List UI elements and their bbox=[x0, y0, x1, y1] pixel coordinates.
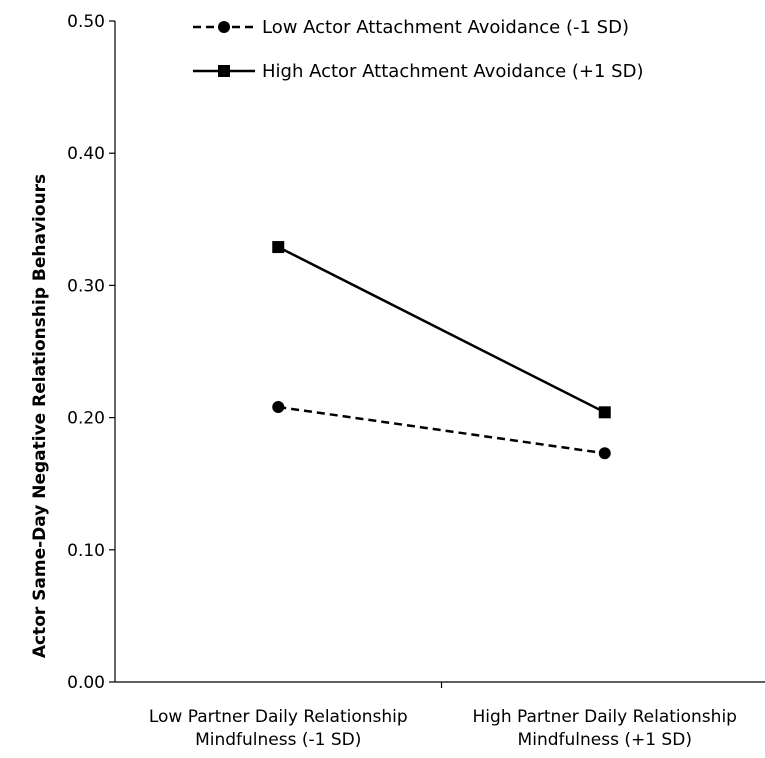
data-point-marker bbox=[598, 447, 611, 460]
y-tick-label: 0.00 bbox=[67, 673, 105, 693]
legend-marker bbox=[218, 65, 230, 77]
legend-label: High Actor Attachment Avoidance (+1 SD) bbox=[262, 61, 644, 82]
legend-marker bbox=[218, 21, 230, 33]
series-1 bbox=[272, 401, 611, 460]
x-category-label: High Partner Daily Relationship Mindfulne… bbox=[473, 707, 737, 750]
y-tick-label: 0.50 bbox=[67, 12, 105, 32]
series-2 bbox=[272, 241, 611, 419]
y-tick-label: 0.30 bbox=[67, 276, 105, 296]
y-tick-label: 0.10 bbox=[67, 541, 105, 561]
legend: Low Actor Attachment Avoidance (-1 SD) Hi… bbox=[193, 17, 644, 82]
x-category-label-line: Low Partner Daily Relationship bbox=[149, 707, 408, 727]
x-category-label-line: Mindfulness (-1 SD) bbox=[195, 730, 361, 750]
axes bbox=[114, 21, 765, 683]
y-tick-label: 0.40 bbox=[67, 144, 105, 164]
y-tick-label: 0.20 bbox=[67, 409, 105, 429]
series-line bbox=[277, 245, 606, 414]
legend-item-2: High Actor Attachment Avoidance (+1 SD) bbox=[193, 61, 644, 82]
legend-item-1: Low Actor Attachment Avoidance (-1 SD) bbox=[193, 17, 629, 38]
data-point-marker bbox=[272, 241, 285, 254]
x-category-label-line: High Partner Daily Relationship bbox=[473, 707, 737, 727]
data-point-marker bbox=[598, 406, 611, 419]
x-category-labels: Low Partner Daily Relationship Mindfulnes… bbox=[149, 682, 737, 750]
series-line bbox=[278, 405, 605, 455]
data-point-marker bbox=[272, 401, 285, 414]
y-axis-label: Actor Same-Day Negative Relationship Beh… bbox=[30, 174, 50, 658]
x-category-label-line: Mindfulness (+1 SD) bbox=[518, 730, 692, 750]
series-layer bbox=[272, 241, 611, 460]
legend-label: Low Actor Attachment Avoidance (-1 SD) bbox=[262, 17, 629, 38]
x-category-label: Low Partner Daily Relationship Mindfulnes… bbox=[149, 707, 408, 750]
y-ticks: 0.00 0.10 0.20 0.30 0.40 0.50 bbox=[67, 12, 115, 693]
